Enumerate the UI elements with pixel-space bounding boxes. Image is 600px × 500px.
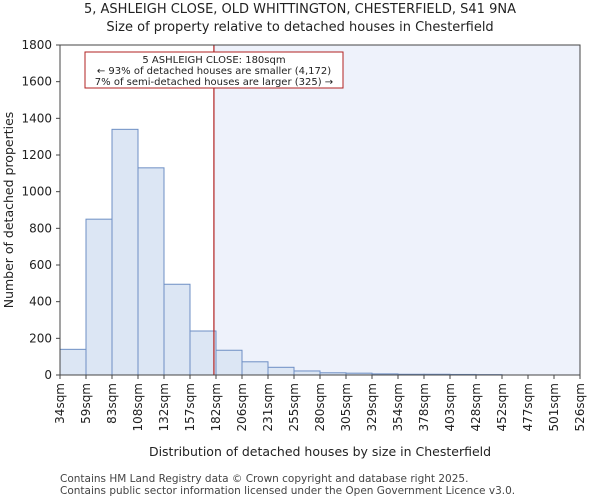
x-tick-label: 501sqm: [547, 383, 561, 431]
y-tick-label: 1200: [21, 148, 52, 162]
histogram-bar: [85, 218, 113, 376]
x-axis-label: Distribution of detached houses by size …: [149, 444, 491, 459]
footer-copyright: Contains HM Land Registry data © Crown c…: [60, 473, 469, 485]
y-tick-label: 1400: [21, 111, 52, 125]
annotation-frame: [84, 51, 344, 89]
chart-subtitle: Size of property relative to detached ho…: [106, 20, 494, 35]
x-tick-label: 354sqm: [391, 383, 405, 431]
x-tick-label: 403sqm: [443, 383, 457, 431]
y-tick-label: 800: [29, 221, 52, 235]
histogram-bar: [293, 370, 321, 376]
x-tick-label: 280sqm: [313, 383, 327, 431]
y-axis-label: Number of detached properties: [1, 112, 16, 309]
y-tick-label: 600: [29, 258, 52, 272]
y-tick-label: 400: [29, 295, 52, 309]
histogram-bar: [59, 348, 87, 376]
x-tick-label: 526sqm: [573, 383, 587, 431]
x-tick-label: 477sqm: [521, 383, 535, 431]
x-tick-label: 157sqm: [183, 383, 197, 431]
y-tick-label: 1800: [21, 38, 52, 52]
x-tick-label: 83sqm: [105, 383, 119, 424]
histogram-bar: [137, 167, 165, 376]
x-tick-label: 59sqm: [79, 383, 93, 424]
annotation-line-2: ← 93% of detached houses are smaller (4,…: [97, 66, 331, 77]
x-tick-label: 255sqm: [287, 383, 301, 431]
x-tick-label: 378sqm: [417, 383, 431, 431]
y-tick-label: 1000: [21, 185, 52, 199]
histogram-bar: [163, 283, 191, 376]
y-tick-label: 200: [29, 331, 52, 345]
x-tick-label: 108sqm: [131, 383, 145, 431]
footer-licence: Contains public sector information licen…: [60, 485, 516, 497]
larger-than-property-region: [213, 45, 581, 375]
annotation-box: 5 ASHLEIGH CLOSE: 180sqm ← 93% of detach…: [84, 51, 344, 89]
x-tick-label: 329sqm: [365, 383, 379, 431]
x-tick-label: 206sqm: [235, 383, 249, 431]
chart-title: 5, ASHLEIGH CLOSE, OLD WHITTINGTON, CHES…: [84, 2, 516, 17]
annotation-line-3: 7% of semi-detached houses are larger (3…: [95, 77, 333, 88]
x-tick-label: 305sqm: [339, 383, 353, 431]
annotation-line-1: 5 ASHLEIGH CLOSE: 180sqm: [142, 55, 285, 66]
histogram-bar: [189, 330, 217, 376]
histogram-bar: [111, 128, 139, 376]
y-tick-label: 1600: [21, 75, 52, 89]
histogram-bar: [215, 349, 243, 376]
x-tick-label: 452sqm: [495, 383, 509, 431]
histogram-bar: [241, 361, 269, 376]
x-tick-label: 428sqm: [469, 383, 483, 431]
y-tick-label: 0: [44, 368, 52, 382]
x-tick-label: 34sqm: [53, 383, 67, 424]
x-tick-label: 182sqm: [209, 383, 223, 431]
x-tick-label: 132sqm: [157, 383, 171, 431]
histogram-bar: [267, 366, 295, 376]
x-tick-label: 231sqm: [261, 383, 275, 431]
